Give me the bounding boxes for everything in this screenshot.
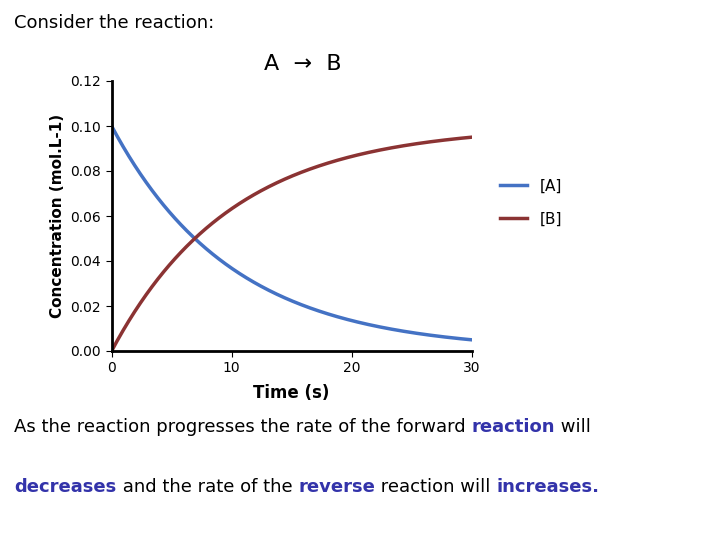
Text: increases.: increases.	[496, 478, 599, 496]
Text: As the reaction progresses the rate of the forward: As the reaction progresses the rate of t…	[14, 418, 472, 436]
Text: reaction will: reaction will	[375, 478, 496, 496]
Legend: [A], [B]: [A], [B]	[494, 172, 568, 233]
Text: reverse: reverse	[298, 478, 375, 496]
Text: decreases: decreases	[14, 478, 117, 496]
Text: Consider the reaction:: Consider the reaction:	[14, 14, 215, 31]
Text: and the rate of the: and the rate of the	[117, 478, 298, 496]
Text: reaction: reaction	[472, 418, 555, 436]
X-axis label: Time (s): Time (s)	[253, 384, 330, 402]
Text: will: will	[555, 418, 591, 436]
Y-axis label: Concentration (mol.L-1): Concentration (mol.L-1)	[50, 114, 65, 318]
Text: A  →  B: A → B	[264, 54, 341, 74]
